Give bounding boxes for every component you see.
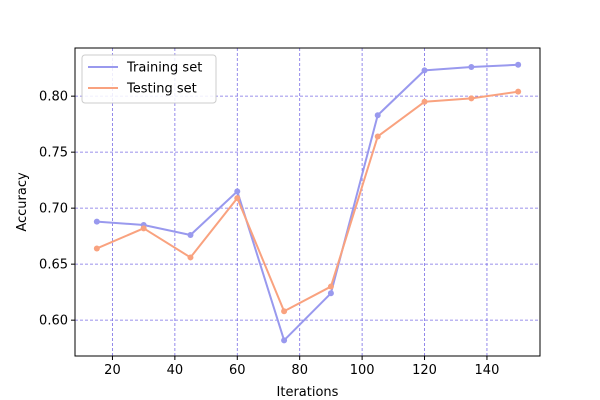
series-line-testing-set (96, 90, 519, 313)
x-tick-label: 140 (475, 363, 500, 378)
data-point-testing-set (234, 195, 241, 202)
data-point-testing-set (140, 225, 147, 232)
legend-label-training-set: Training set (126, 61, 202, 76)
data-point-testing-set (421, 98, 428, 105)
plot-frame (74, 47, 541, 357)
series-layer (93, 61, 522, 344)
data-point-training-set (93, 218, 100, 225)
y-tick-label: 0.80 (39, 90, 68, 105)
data-point-training-set (281, 337, 288, 344)
data-point-testing-set (468, 95, 475, 102)
grid (75, 48, 540, 356)
data-point-testing-set (374, 133, 381, 140)
x-tick-label: 100 (350, 363, 375, 378)
series-line-training-set (96, 63, 519, 342)
data-point-testing-set (327, 283, 334, 290)
y-tick-label: 0.60 (39, 314, 68, 329)
data-point-training-set (327, 290, 334, 297)
legend: Training set Testing set (81, 54, 217, 104)
x-tick-label: 20 (104, 363, 121, 378)
x-axis-label: Iterations (277, 385, 339, 400)
data-point-testing-set (281, 308, 288, 315)
data-point-training-set (421, 67, 428, 74)
y-axis-label: Accuracy (15, 172, 30, 232)
x-tick-label: 40 (167, 363, 184, 378)
data-point-testing-set (515, 88, 522, 95)
ticks: 20 40 60 80 100 120 140 0.60 0.65 0.70 0.75 0.80 (39, 90, 499, 378)
data-point-training-set (468, 64, 475, 71)
y-tick-label: 0.65 (39, 258, 68, 273)
data-point-training-set (374, 112, 381, 119)
x-tick-label: 80 (291, 363, 308, 378)
data-point-testing-set (93, 245, 100, 252)
y-tick-label: 0.70 (39, 202, 68, 217)
y-tick-label: 0.75 (39, 146, 68, 161)
data-point-testing-set (187, 254, 194, 261)
data-point-training-set (187, 232, 194, 239)
data-point-training-set (515, 61, 522, 68)
legend-label-testing-set: Testing set (126, 82, 197, 97)
x-tick-label: 120 (412, 363, 437, 378)
x-tick-label: 60 (229, 363, 246, 378)
data-point-training-set (234, 188, 241, 195)
